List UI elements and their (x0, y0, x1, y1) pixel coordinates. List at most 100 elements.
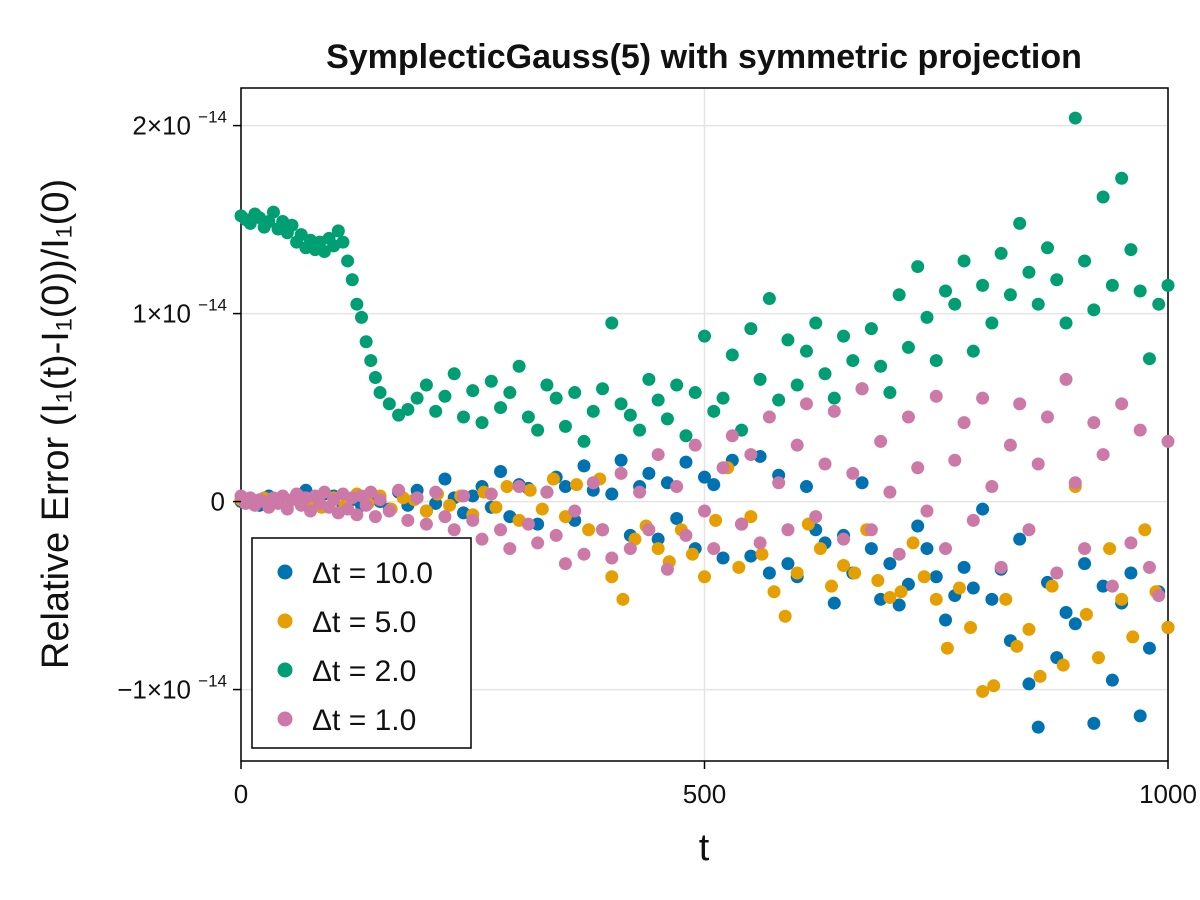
data-point (957, 254, 971, 268)
data-point (364, 354, 378, 368)
data-point (813, 542, 827, 556)
data-point (994, 246, 1008, 260)
data-point (350, 297, 364, 311)
data-point (799, 344, 813, 358)
data-point (1115, 171, 1129, 185)
chart-title: SymplecticGauss(5) with symmetric projec… (326, 38, 1082, 76)
data-point (929, 592, 943, 606)
data-point (1040, 410, 1054, 424)
data-point (466, 513, 480, 527)
data-point (605, 487, 619, 501)
legend-marker (277, 662, 293, 678)
data-point (825, 579, 838, 593)
legend-label: Δt = 5.0 (312, 606, 416, 639)
data-point (523, 483, 537, 497)
data-point (753, 372, 767, 386)
data-point (1124, 566, 1138, 580)
data-point (985, 592, 999, 606)
data-point (1142, 560, 1156, 574)
data-point (846, 354, 860, 368)
data-point (443, 498, 457, 512)
data-point (1022, 677, 1036, 691)
data-point (1059, 605, 1073, 619)
data-point (767, 585, 781, 599)
data-point (336, 235, 350, 249)
data-point (531, 423, 545, 437)
legend-label: Δt = 10.0 (312, 557, 433, 590)
data-point (707, 478, 721, 492)
data-point (781, 557, 795, 571)
data-point (419, 504, 433, 518)
data-point (906, 536, 920, 550)
data-point (707, 542, 721, 556)
data-point (855, 382, 869, 396)
data-point (475, 416, 489, 430)
data-point (392, 483, 406, 497)
data-point (1078, 254, 1092, 268)
data-point (1010, 639, 1024, 653)
data-point (688, 386, 702, 400)
data-point (1022, 523, 1036, 537)
data-point (1013, 532, 1027, 546)
data-point (429, 404, 443, 418)
data-point (772, 393, 786, 407)
y-tick-exponent: −14 (198, 296, 227, 315)
data-point (1124, 243, 1138, 257)
data-point (790, 438, 804, 452)
data-point (1161, 434, 1175, 448)
data-point (1142, 641, 1156, 655)
data-point (577, 434, 591, 448)
data-point (1050, 566, 1064, 580)
data-point (368, 510, 382, 524)
data-point (874, 434, 888, 448)
data-point (341, 254, 355, 268)
data-point (596, 382, 610, 396)
data-point (1003, 438, 1017, 452)
data-point (892, 288, 906, 302)
data-point (1115, 592, 1129, 606)
data-point (999, 592, 1013, 606)
data-point (892, 598, 906, 612)
data-point (688, 438, 702, 452)
data-point (456, 410, 470, 424)
data-point (1091, 651, 1105, 665)
y-tick-exponent: −14 (198, 108, 227, 127)
data-point (809, 316, 823, 330)
data-point (809, 510, 823, 524)
data-point (790, 378, 804, 392)
data-point (1013, 216, 1027, 230)
data-point (864, 322, 878, 336)
data-point (698, 470, 711, 484)
data-point (987, 679, 1001, 693)
data-point (762, 292, 776, 306)
data-point (1115, 397, 1129, 411)
data-point (1068, 111, 1082, 125)
data-point (1142, 352, 1156, 366)
data-point (1105, 673, 1119, 687)
data-point (966, 344, 980, 358)
data-point (1161, 278, 1175, 292)
data-point (744, 448, 758, 462)
data-point (1133, 284, 1147, 298)
data-point (345, 273, 359, 287)
data-point (837, 329, 851, 343)
data-point (781, 523, 795, 537)
data-point (772, 476, 786, 490)
data-point (549, 528, 563, 542)
data-point (716, 551, 730, 565)
data-point (744, 322, 758, 336)
data-point (864, 523, 878, 537)
data-point (1103, 542, 1117, 556)
data-point (883, 386, 897, 400)
data-point (401, 402, 415, 416)
data-point (781, 333, 795, 347)
data-point (401, 513, 415, 527)
data-point (1059, 316, 1073, 330)
data-point (368, 371, 382, 384)
data-point (1152, 297, 1166, 311)
data-point (1079, 607, 1093, 621)
data-point (725, 348, 739, 362)
data-point (716, 461, 730, 475)
data-point (762, 410, 776, 424)
data-point (818, 457, 832, 471)
